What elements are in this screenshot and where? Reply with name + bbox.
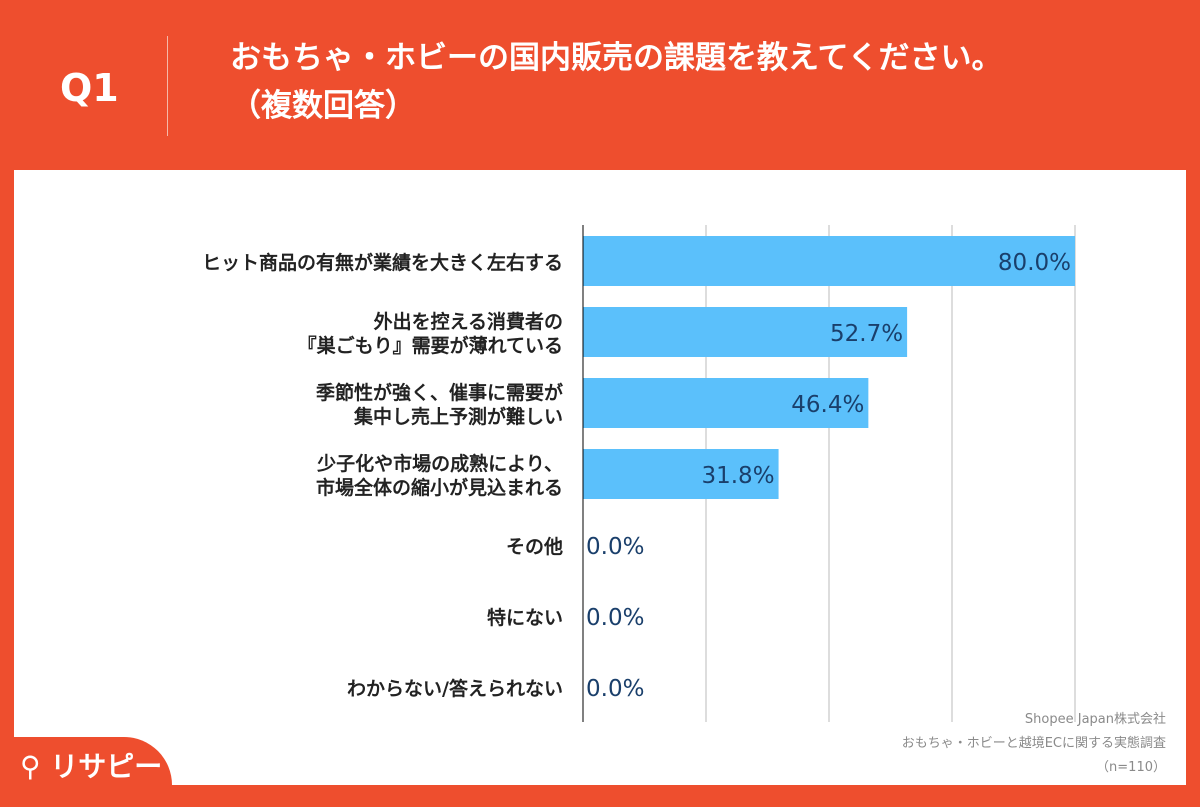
title-line1: おもちゃ・ホビーの国内販売の課題を教えてください。 — [230, 40, 1003, 76]
bar — [583, 236, 1075, 286]
question-number: Q1 — [60, 66, 119, 110]
value-label: 0.0% — [586, 676, 644, 702]
logo: ⚲ リサピー — [0, 737, 172, 807]
title-line2: （複数回答） — [230, 88, 416, 124]
category-label: 特にない — [487, 607, 563, 629]
category-label: ヒット商品の有無が業績を大きく左右する — [202, 251, 563, 274]
bar — [583, 307, 908, 357]
bar — [583, 378, 869, 428]
value-label: 31.8% — [701, 463, 774, 489]
value-label: 0.0% — [586, 605, 644, 631]
bar — [583, 449, 779, 499]
page-title: おもちゃ・ホビーの国内販売の課題を教えてください。 （複数回答） — [230, 34, 1003, 130]
source-company: Shopee Japan株式会社 — [1024, 712, 1166, 727]
category-label: 少子化や市場の成熟により、 — [316, 452, 563, 475]
value-label: 80.0% — [998, 250, 1071, 276]
value-label: 46.4% — [791, 392, 864, 418]
source-note: Shopee Japan株式会社 おもちゃ・ホビーと越境ECに関する実態調査 （… — [902, 708, 1166, 780]
value-label: 0.0% — [586, 534, 644, 560]
category-label: 外出を控える消費者の — [374, 310, 563, 333]
category-label: わからない/答えられない — [347, 677, 563, 700]
category-label: 市場全体の縮小が見込まれる — [316, 476, 563, 499]
category-label: 季節性が強く、催事に需要が — [316, 381, 563, 404]
value-label: 52.7% — [830, 321, 903, 347]
source-survey: おもちゃ・ホビーと越境ECに関する実態調査 — [901, 736, 1166, 751]
category-label: その他 — [506, 535, 563, 558]
source-sample: （n=110） — [1096, 760, 1166, 775]
category-label: 『巣ごもり』需要が薄れている — [298, 334, 563, 357]
divider — [167, 36, 168, 136]
category-label: 集中し売上予測が難しい — [353, 405, 563, 428]
